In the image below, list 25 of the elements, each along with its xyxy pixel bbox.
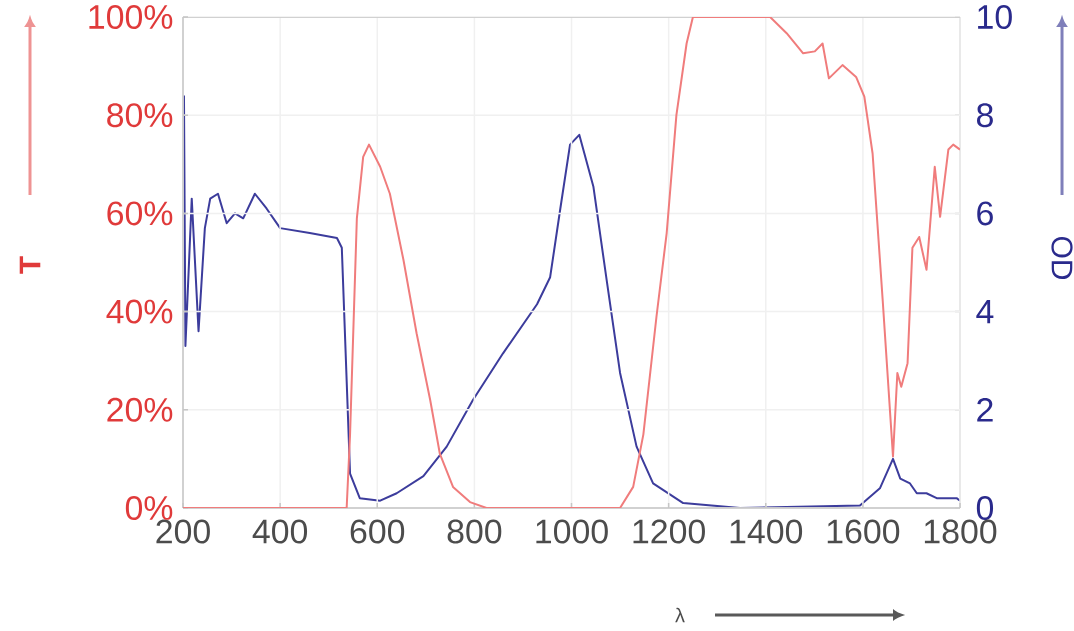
y-axis-title: T (19, 256, 41, 274)
y2-tick-label: 10 (978, 5, 1012, 29)
x-tick-label: 600 (350, 519, 405, 544)
x-tick-label: 400 (252, 519, 308, 544)
y-tick-label: 60% (107, 201, 173, 226)
line-series (183, 16, 961, 508)
x-tick-label: 1000 (536, 519, 608, 544)
y2-tick-label: 6 (977, 201, 993, 226)
x-tick-label: 1200 (633, 519, 705, 544)
y2-tick-label: 0 (976, 496, 994, 520)
y2-axis-title: OD (1051, 237, 1073, 279)
x-tick-label: 1600 (827, 519, 900, 544)
x-axis-title: λ (675, 607, 685, 623)
y-tick-label: 40% (106, 299, 173, 324)
y-tick-label: 80% (107, 103, 173, 128)
y2-tick-label: 2 (977, 397, 993, 422)
x-tick-label: 1800 (924, 519, 997, 544)
y-tick-label: 20% (107, 397, 173, 422)
y2-tick-label: 4 (976, 299, 994, 324)
x-tick-label: 200 (156, 519, 210, 544)
x-tick-label: 800 (447, 519, 502, 544)
y-tick-label: 0% (125, 496, 173, 520)
x-tick-label: 1400 (730, 519, 803, 544)
y2-tick-label: 8 (977, 103, 993, 128)
y-tick-label: 100% (89, 5, 173, 29)
